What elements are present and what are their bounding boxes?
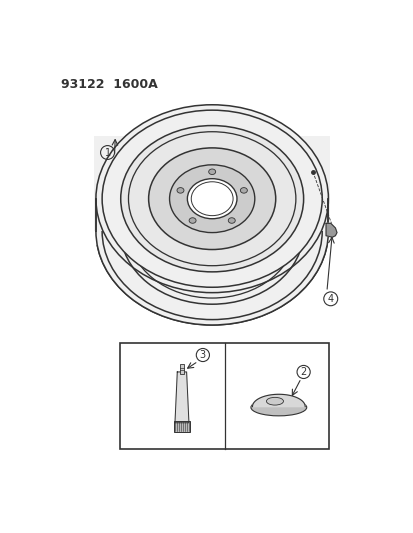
Bar (100, 141, 323, 231)
Ellipse shape (177, 188, 183, 193)
Bar (120, 343, 328, 449)
Text: 93122  1600A: 93122 1600A (61, 78, 157, 91)
Ellipse shape (102, 110, 321, 287)
Ellipse shape (187, 179, 236, 219)
Ellipse shape (169, 165, 254, 232)
Ellipse shape (189, 218, 196, 223)
Ellipse shape (121, 126, 303, 272)
Bar (179, 364, 184, 374)
Ellipse shape (96, 105, 328, 293)
Bar (94, 135, 329, 231)
Text: 4: 4 (327, 294, 333, 304)
Ellipse shape (228, 218, 235, 223)
Polygon shape (252, 394, 304, 407)
Polygon shape (175, 372, 188, 423)
Bar (174, 421, 189, 432)
Ellipse shape (240, 188, 247, 193)
Bar (127, 163, 297, 231)
Ellipse shape (266, 398, 283, 405)
Bar (119, 156, 304, 231)
Ellipse shape (208, 169, 215, 174)
Polygon shape (325, 223, 336, 237)
Ellipse shape (250, 399, 306, 416)
Ellipse shape (128, 132, 295, 265)
Ellipse shape (148, 148, 275, 249)
Text: 1: 1 (104, 148, 110, 158)
Ellipse shape (96, 137, 328, 325)
Text: 3: 3 (199, 350, 205, 360)
Text: 2: 2 (300, 367, 306, 377)
